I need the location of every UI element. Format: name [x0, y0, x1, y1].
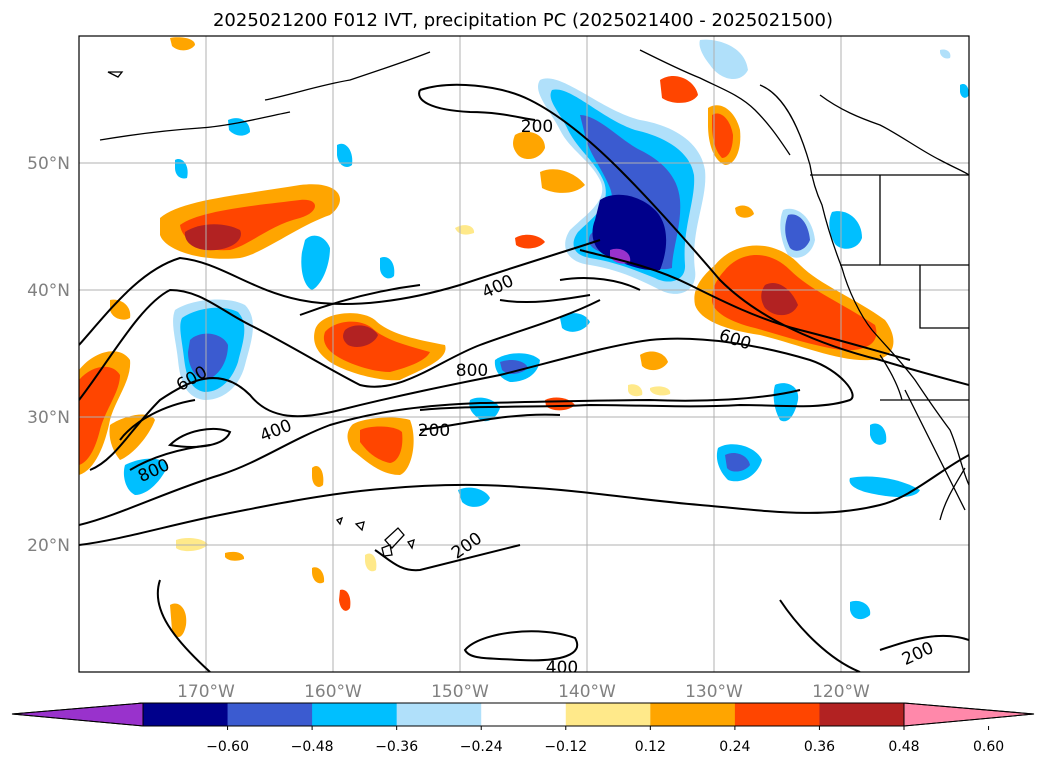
lat-tick-label: 50°N	[27, 154, 70, 174]
colorbar-segment	[143, 703, 229, 726]
lon-tick-label: 160°W	[304, 682, 362, 702]
contour-label: 400	[546, 658, 578, 678]
precip-positive-blob	[761, 282, 798, 316]
lon-tick-label: 120°W	[812, 682, 870, 702]
precip-positive-blob	[650, 386, 671, 396]
colorbar-tick-label: 0.12	[635, 739, 666, 755]
map-frame	[78, 35, 970, 673]
precip-positive-blob	[540, 169, 585, 193]
precip-positive-blob	[225, 551, 245, 561]
precip-positive-blob	[109, 414, 155, 460]
precip-positive-blob	[312, 465, 324, 487]
colorbar-tick-label: −0.48	[291, 739, 334, 755]
lon-tick-label: 150°W	[431, 682, 489, 702]
contour-label: 200	[521, 117, 553, 137]
colorbar-tick-label: 0.36	[804, 739, 835, 755]
precip-negative-blob	[849, 476, 920, 497]
contour-label: 800	[456, 361, 488, 381]
precip-negative-blob	[725, 453, 750, 472]
precip-negative-blob	[301, 235, 330, 290]
precip-negative-blob	[337, 143, 353, 167]
precip-positive-blob	[640, 351, 668, 371]
precip-negative-blob	[850, 600, 871, 620]
lat-tick-label: 40°N	[27, 281, 70, 301]
colorbar-tick-labels: −0.60 −0.48 −0.36 −0.24 −0.12 0.12 0.24 0.36 0.4…	[206, 726, 1004, 755]
precip-negative-blob	[458, 487, 490, 507]
precip-negative-blob	[785, 214, 810, 251]
colorbar-extend-low	[11, 702, 144, 727]
colorbar-segment	[819, 703, 905, 726]
precip-negative-blob	[610, 248, 631, 264]
precip-negative-blob	[829, 211, 862, 249]
figure-title: 2025021200 F012 IVT, precipitation PC (2…	[213, 10, 833, 31]
precip-positive-blob	[170, 603, 187, 637]
colorbar-segment	[396, 703, 482, 726]
precip-positive-blob	[79, 366, 120, 465]
colorbar: −0.60 −0.48 −0.36 −0.24 −0.12 0.12 0.24 0.36 0.4…	[11, 702, 1035, 755]
lat-tick-label: 30°N	[27, 408, 70, 428]
precip-positive-blob	[628, 384, 643, 397]
ivt-contours	[79, 83, 969, 672]
colorbar-tick-label: 0.24	[719, 739, 750, 755]
precip-negative-blob	[188, 333, 228, 380]
colorbar-tick-label: 0.48	[888, 739, 919, 755]
colorbar-segment	[227, 703, 313, 726]
precip-negative-blob	[940, 49, 951, 59]
colorbar-segment	[565, 703, 651, 726]
colorbar-tick-label: −0.60	[206, 739, 249, 755]
precip-positive-blob	[339, 589, 351, 611]
lat-tick-label: 20°N	[27, 536, 70, 556]
colorbar-tick-label: −0.24	[460, 739, 503, 755]
precip-negative-blob	[960, 84, 969, 98]
lat-axis-labels: 20°N 30°N 40°N 50°N	[27, 154, 70, 556]
colorbar-tick-label: −0.12	[544, 739, 587, 755]
precip-positive-blob	[343, 325, 378, 347]
precip-positive-blob	[735, 205, 754, 218]
lon-axis-labels: 170°W 160°W 150°W 140°W 130°W 120°W	[177, 682, 870, 702]
lon-tick-label: 130°W	[685, 682, 743, 702]
lon-tick-label: 170°W	[177, 682, 235, 702]
contour-label: 200	[418, 421, 450, 441]
colorbar-tick-label: 0.60	[973, 739, 1004, 755]
precip-negative-blob	[560, 313, 590, 332]
precip-positive-blob	[360, 426, 403, 463]
colorbar-tick-label: −0.36	[375, 739, 418, 755]
precip-positive-blob	[515, 234, 545, 249]
precip-positive-blob	[184, 224, 241, 251]
colorbar-extend-high	[903, 702, 1035, 727]
precip-positive-blob	[312, 567, 325, 584]
colorbar-segment	[481, 703, 567, 726]
colorbar-segments	[11, 702, 1035, 727]
map-content: 200 400 600 800 600 400 200 800 200 200 …	[79, 36, 969, 678]
colorbar-outline	[142, 702, 1035, 727]
precip-positive-blob	[660, 75, 698, 103]
map-gridlines	[79, 36, 969, 672]
precip-negative-blob	[228, 118, 250, 136]
coastlines	[99, 49, 969, 557]
precip-negative-blob	[175, 159, 188, 179]
lon-tick-label: 140°W	[558, 682, 616, 702]
colorbar-segment	[650, 703, 736, 726]
precip-positive-blob	[712, 113, 733, 158]
colorbar-segment	[734, 703, 820, 726]
precip-negative-blob	[870, 423, 887, 445]
colorbar-segment	[312, 703, 398, 726]
precipitation-shading	[79, 37, 969, 637]
precip-negative-blob	[380, 256, 395, 279]
precip-positive-blob	[513, 131, 545, 160]
precip-positive-blob	[170, 37, 195, 51]
precip-negative-blob	[699, 39, 748, 80]
precip-positive-blob	[365, 553, 377, 572]
